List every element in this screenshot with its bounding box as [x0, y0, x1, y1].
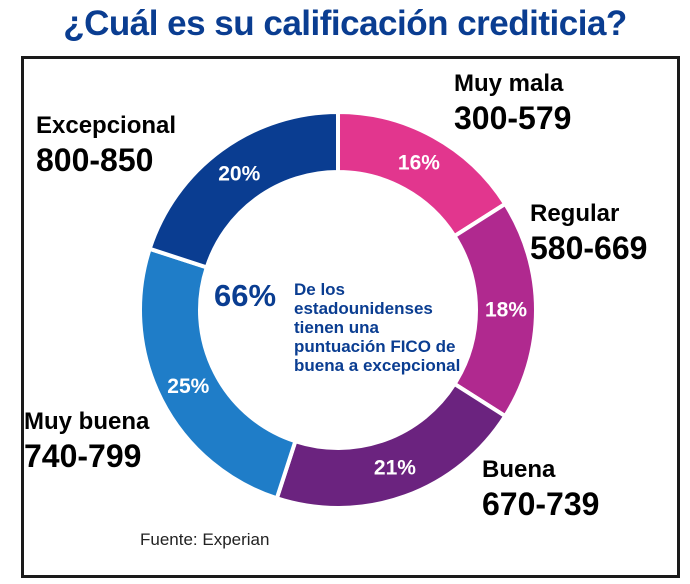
slice-value-excepcional: 20%	[218, 163, 260, 186]
category-muy-buena: Muy buena 740-799	[24, 408, 150, 474]
chart-frame	[21, 56, 680, 578]
slice-value-buena: 21%	[374, 457, 416, 480]
chart-title: ¿Cuál es su calificación crediticia?	[63, 4, 627, 43]
category-range-muy-mala: 300-579	[454, 100, 572, 136]
category-range-muy-buena: 740-799	[24, 438, 142, 474]
slice-buena	[274, 381, 508, 510]
category-range-excepcional: 800-850	[36, 142, 154, 178]
slice-excepcional	[147, 109, 340, 270]
center-caption: De los estadounidenses tienen una puntua…	[294, 280, 461, 375]
center-percent: 66%	[214, 278, 277, 313]
category-name-excepcional: Excepcional	[36, 112, 177, 139]
slice-value-muy-mala: 16%	[398, 151, 440, 174]
category-name-buena: Buena	[482, 456, 556, 483]
category-buena: Buena 670-739	[482, 456, 600, 522]
category-regular: Regular 580-669	[530, 200, 648, 266]
category-range-regular: 580-669	[530, 230, 648, 266]
category-range-buena: 670-739	[482, 486, 600, 522]
slice-value-regular: 18%	[485, 299, 527, 322]
category-excepcional: Excepcional 800-850	[36, 112, 177, 178]
category-name-muy-mala: Muy mala	[454, 70, 564, 97]
category-name-regular: Regular	[530, 200, 620, 227]
category-name-muy-buena: Muy buena	[24, 408, 150, 435]
slice-value-muy-buena: 25%	[167, 375, 209, 398]
source-note: Fuente: Experian	[140, 530, 270, 549]
category-muy-mala: Muy mala 300-579	[454, 70, 572, 136]
